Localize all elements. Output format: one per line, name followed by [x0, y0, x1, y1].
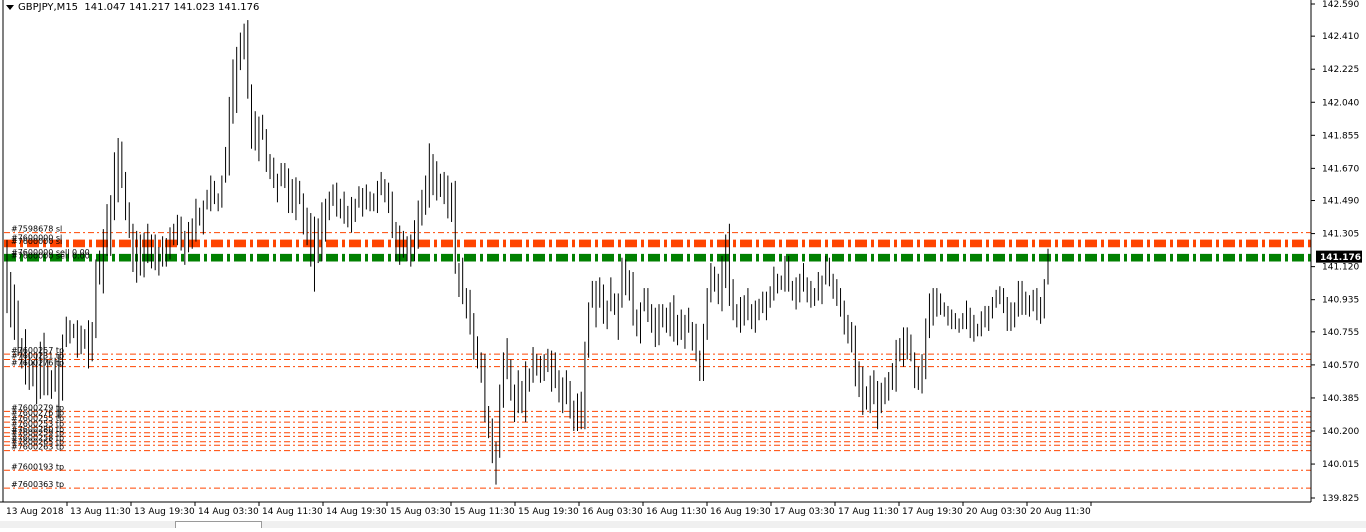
x-tick-label-9: 16 Aug 03:30 [582, 507, 643, 517]
x-tick-label-0: 13 Aug 2018 [6, 507, 64, 517]
x-tick-label-11: 16 Aug 19:30 [710, 507, 771, 517]
tp-label-15: #7600265 tp [11, 437, 64, 446]
x-tick-label-5: 14 Aug 19:30 [326, 507, 387, 517]
x-tick-label-15: 20 Aug 03:30 [966, 507, 1027, 517]
sl-label-0: #7598678 sl [11, 225, 62, 234]
order-labels: #7598678 sl#7600000 sl#7600000 sl#760000… [11, 225, 90, 489]
sl-label-1: #7600000 sl [11, 234, 62, 243]
y-tick-label-4: 141.855 [1322, 131, 1359, 141]
symbol-name: GBPJPY,M15 [18, 2, 79, 13]
tp-label-13: #7600259 tp [11, 428, 64, 437]
x-axis-ticks: 13 Aug 2018 13 Aug 11:30 13 Aug 19:30 14 Au… [6, 502, 1092, 517]
tp-label-16: #7600263 tp [11, 443, 64, 452]
tp-label-18: #7600363 tp [11, 480, 64, 489]
x-tick-label-12: 17 Aug 03:30 [774, 507, 835, 517]
chart-tab[interactable] [175, 521, 262, 528]
x-tick-label-7: 15 Aug 11:30 [454, 507, 515, 517]
x-tick-label-13: 17 Aug 11:30 [838, 507, 899, 517]
y-tick-label-3: 142.040 [1322, 98, 1359, 108]
chart-tab-bar [0, 521, 1366, 528]
ohlc-values: 141.047 141.217 141.023 141.176 [84, 2, 260, 13]
sl-label-2: #7600000 sl [11, 237, 62, 246]
tp-label-9: #7600276 tp [11, 409, 64, 418]
x-tick-label-6: 15 Aug 03:30 [390, 507, 451, 517]
y-tick-label-15: 139.825 [1322, 494, 1359, 504]
y-tick-label-6: 141.490 [1322, 197, 1359, 207]
x-tick-label-1: 13 Aug 11:30 [70, 507, 131, 517]
price-tag-bg [1316, 250, 1362, 263]
tp-label-8: #7600279 tp [11, 403, 64, 412]
x-tick-label-3: 14 Aug 03:30 [198, 507, 259, 517]
x-tick-label-16: 20 Aug 11:30 [1030, 507, 1091, 517]
y-tick-label-9: 140.935 [1322, 296, 1359, 306]
entry-label-3: #7600000 sell 0.00 [11, 248, 90, 257]
symbol-header[interactable]: GBPJPY,M15 141.047 141.217 141.023 141.1… [6, 2, 259, 13]
y-tick-label-1: 142.410 [1322, 32, 1359, 42]
tp-label-17: #7600193 tp [11, 462, 64, 471]
x-tick-label-4: 14 Aug 11:30 [262, 507, 323, 517]
y-tick-label-0: 142.590 [1322, 0, 1359, 10]
order-lines [4, 232, 1311, 489]
y-tick-label-11: 140.570 [1322, 361, 1359, 371]
x-tick-label-14: 17 Aug 19:30 [902, 507, 963, 517]
tp-label-6: #7600231 tp [11, 352, 64, 361]
y-tick-label-7: 141.305 [1322, 230, 1359, 240]
y-tick-label-12: 140.385 [1322, 394, 1359, 404]
y-axis-ticks: 142.590 142.410 142.225 142.040 141.855 141.6… [1311, 0, 1359, 504]
tp-label-12: #7600280 tp [11, 425, 64, 434]
y-tick-label-14: 140.015 [1322, 460, 1359, 470]
tp-label-10: #7600255 tp [11, 414, 64, 423]
axes [0, 0, 1312, 503]
tp-label-5: #7600257 tp [11, 346, 64, 355]
y-tick-label-5: 141.670 [1322, 164, 1359, 174]
x-tick-label-10: 16 Aug 11:30 [646, 507, 707, 517]
dropdown-triangle-icon[interactable] [6, 4, 14, 10]
y-tick-label-10: 140.755 [1322, 328, 1359, 338]
y-tick-label-13: 140.200 [1322, 427, 1359, 437]
tp-label-14: #7600258 tp [11, 434, 64, 443]
candles [6, 20, 1049, 485]
x-tick-label-2: 13 Aug 19:30 [134, 507, 195, 517]
tp-label-11: #7600253 tp [11, 419, 64, 428]
current-price-tag: 141.176 [1316, 250, 1362, 263]
entry-label-4: #7600000 sell 0.00 [11, 251, 90, 260]
y-tick-label-8: 141.120 [1322, 263, 1359, 273]
y-tick-label-2: 142.225 [1322, 65, 1359, 75]
x-tick-label-8: 15 Aug 19:30 [518, 507, 579, 517]
price-tag-text: 141.176 [1320, 253, 1361, 263]
tp-label-7: #7600276 tp [11, 359, 64, 368]
